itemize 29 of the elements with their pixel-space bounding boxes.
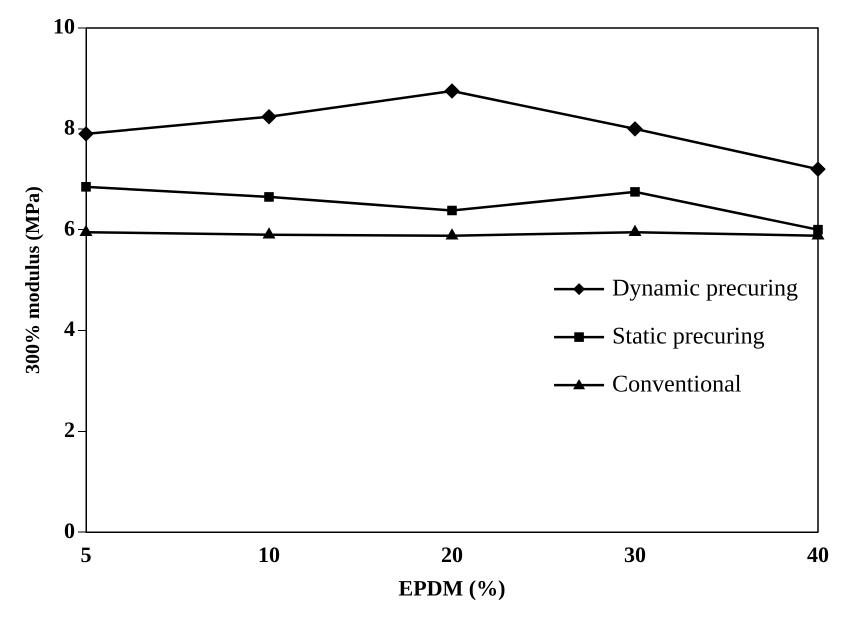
- point: [630, 187, 640, 197]
- legend-label: Dynamic precuring: [612, 275, 798, 302]
- y-tick-label: 6: [64, 215, 75, 240]
- point: [264, 192, 274, 202]
- point: [444, 84, 460, 98]
- x-tick-label: 10: [258, 542, 280, 568]
- y-tick-label: 4: [64, 316, 75, 342]
- x-tick-label: 30: [624, 542, 646, 568]
- point: [446, 229, 458, 240]
- x-tick-label: 5: [80, 542, 92, 568]
- point: [78, 126, 94, 142]
- y-tick-label: 0: [64, 518, 75, 543]
- point: [447, 206, 457, 216]
- y-tick-label: 2: [64, 417, 75, 442]
- point: [262, 109, 276, 124]
- legend-label: Conventional: [612, 371, 742, 398]
- y-tick-label: 8: [64, 114, 75, 140]
- legend-label: Static precuring: [612, 323, 765, 350]
- point: [628, 122, 642, 136]
- point: [813, 224, 823, 234]
- x-tick-label: 40: [807, 542, 829, 568]
- x-tick-label: 20: [441, 542, 463, 568]
- point: [80, 226, 92, 236]
- x-axis-title: EPDM (%): [398, 575, 506, 600]
- point: [263, 228, 275, 238]
- point: [629, 226, 641, 236]
- y-axis-title: 300% modulus (MPa): [22, 186, 44, 374]
- point: [81, 182, 91, 192]
- y-tick-label: 10: [53, 14, 75, 39]
